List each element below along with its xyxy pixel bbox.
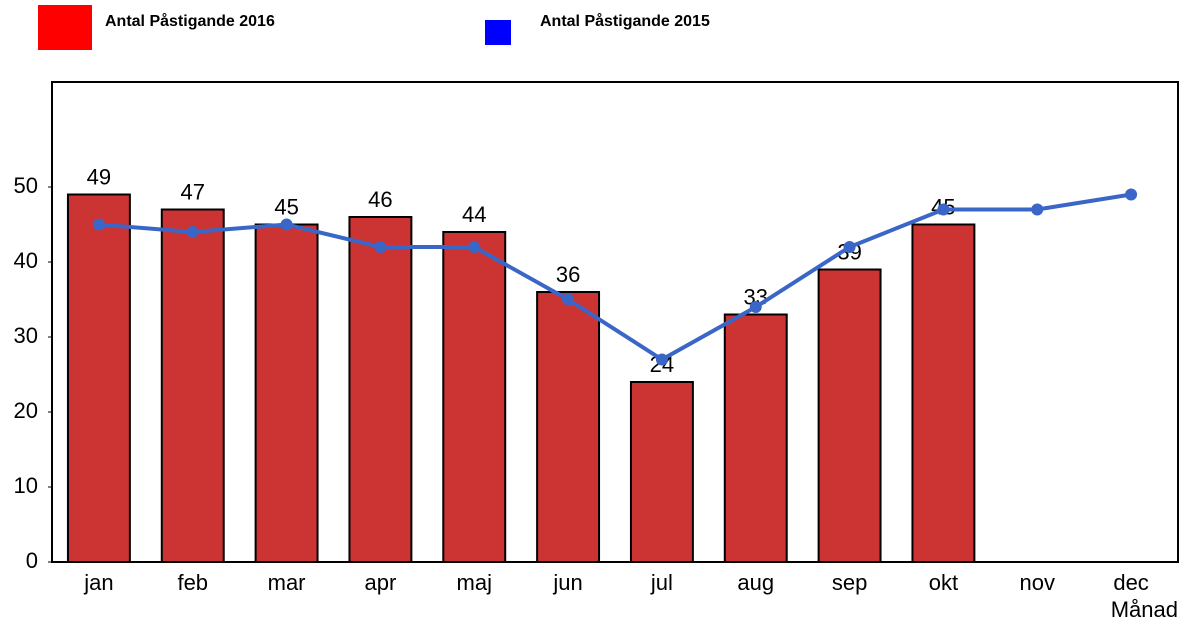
line (98, 192, 1132, 362)
line-point (92, 218, 105, 231)
legend-swatch (38, 5, 92, 50)
legend-label: Antal Påstigande 2015 (540, 12, 710, 30)
line-point (1031, 203, 1044, 216)
bar (442, 231, 507, 563)
bar (723, 313, 788, 563)
line-point (468, 241, 481, 253)
bar (911, 223, 976, 563)
y-tick-label: 10 (14, 473, 38, 498)
data-label: 47 (181, 179, 205, 204)
x-axis-title: Månad (1111, 597, 1178, 622)
data-label: 36 (556, 262, 580, 287)
x-tick-label: sep (832, 570, 867, 595)
line-point (186, 226, 199, 238)
bar (629, 381, 694, 563)
x-tick-label: feb (177, 570, 208, 595)
bar (817, 268, 882, 563)
x-tick-label: mar (268, 570, 306, 595)
x-tick-label: nov (1020, 570, 1055, 595)
data-label: 44 (462, 202, 486, 227)
x-tick-label: okt (929, 570, 958, 595)
bar (348, 216, 413, 563)
x-tick-label: jul (650, 570, 673, 595)
line-point (562, 293, 575, 306)
x-tick-label: dec (1113, 570, 1148, 595)
data-label: 46 (368, 187, 392, 212)
line-point (749, 301, 762, 313)
y-tick-label: 20 (14, 398, 38, 423)
y-tick-label: 30 (14, 323, 38, 348)
x-tick-label: jan (83, 570, 113, 595)
bar (66, 193, 131, 563)
data-label: 49 (87, 164, 111, 189)
legend-swatch (485, 20, 511, 45)
line-point (280, 218, 293, 231)
line-point (843, 241, 856, 253)
bar (536, 291, 601, 563)
y-tick-label: 0 (26, 548, 38, 573)
legend-label: Antal Påstigande 2016 (105, 12, 275, 30)
data-label: 45 (274, 194, 298, 219)
bar (254, 223, 319, 563)
line-point (937, 203, 950, 216)
plot-frame (51, 81, 1179, 563)
y-tick-label: 40 (14, 248, 38, 273)
line-point (655, 353, 668, 366)
x-tick-label: maj (457, 570, 492, 595)
bar (160, 208, 225, 563)
x-tick-label: aug (737, 570, 774, 595)
y-tick-label: 50 (14, 173, 38, 198)
x-tick-label: jun (552, 570, 582, 595)
line-point (374, 241, 387, 253)
line-point (1125, 188, 1138, 201)
x-tick-label: apr (365, 570, 397, 595)
